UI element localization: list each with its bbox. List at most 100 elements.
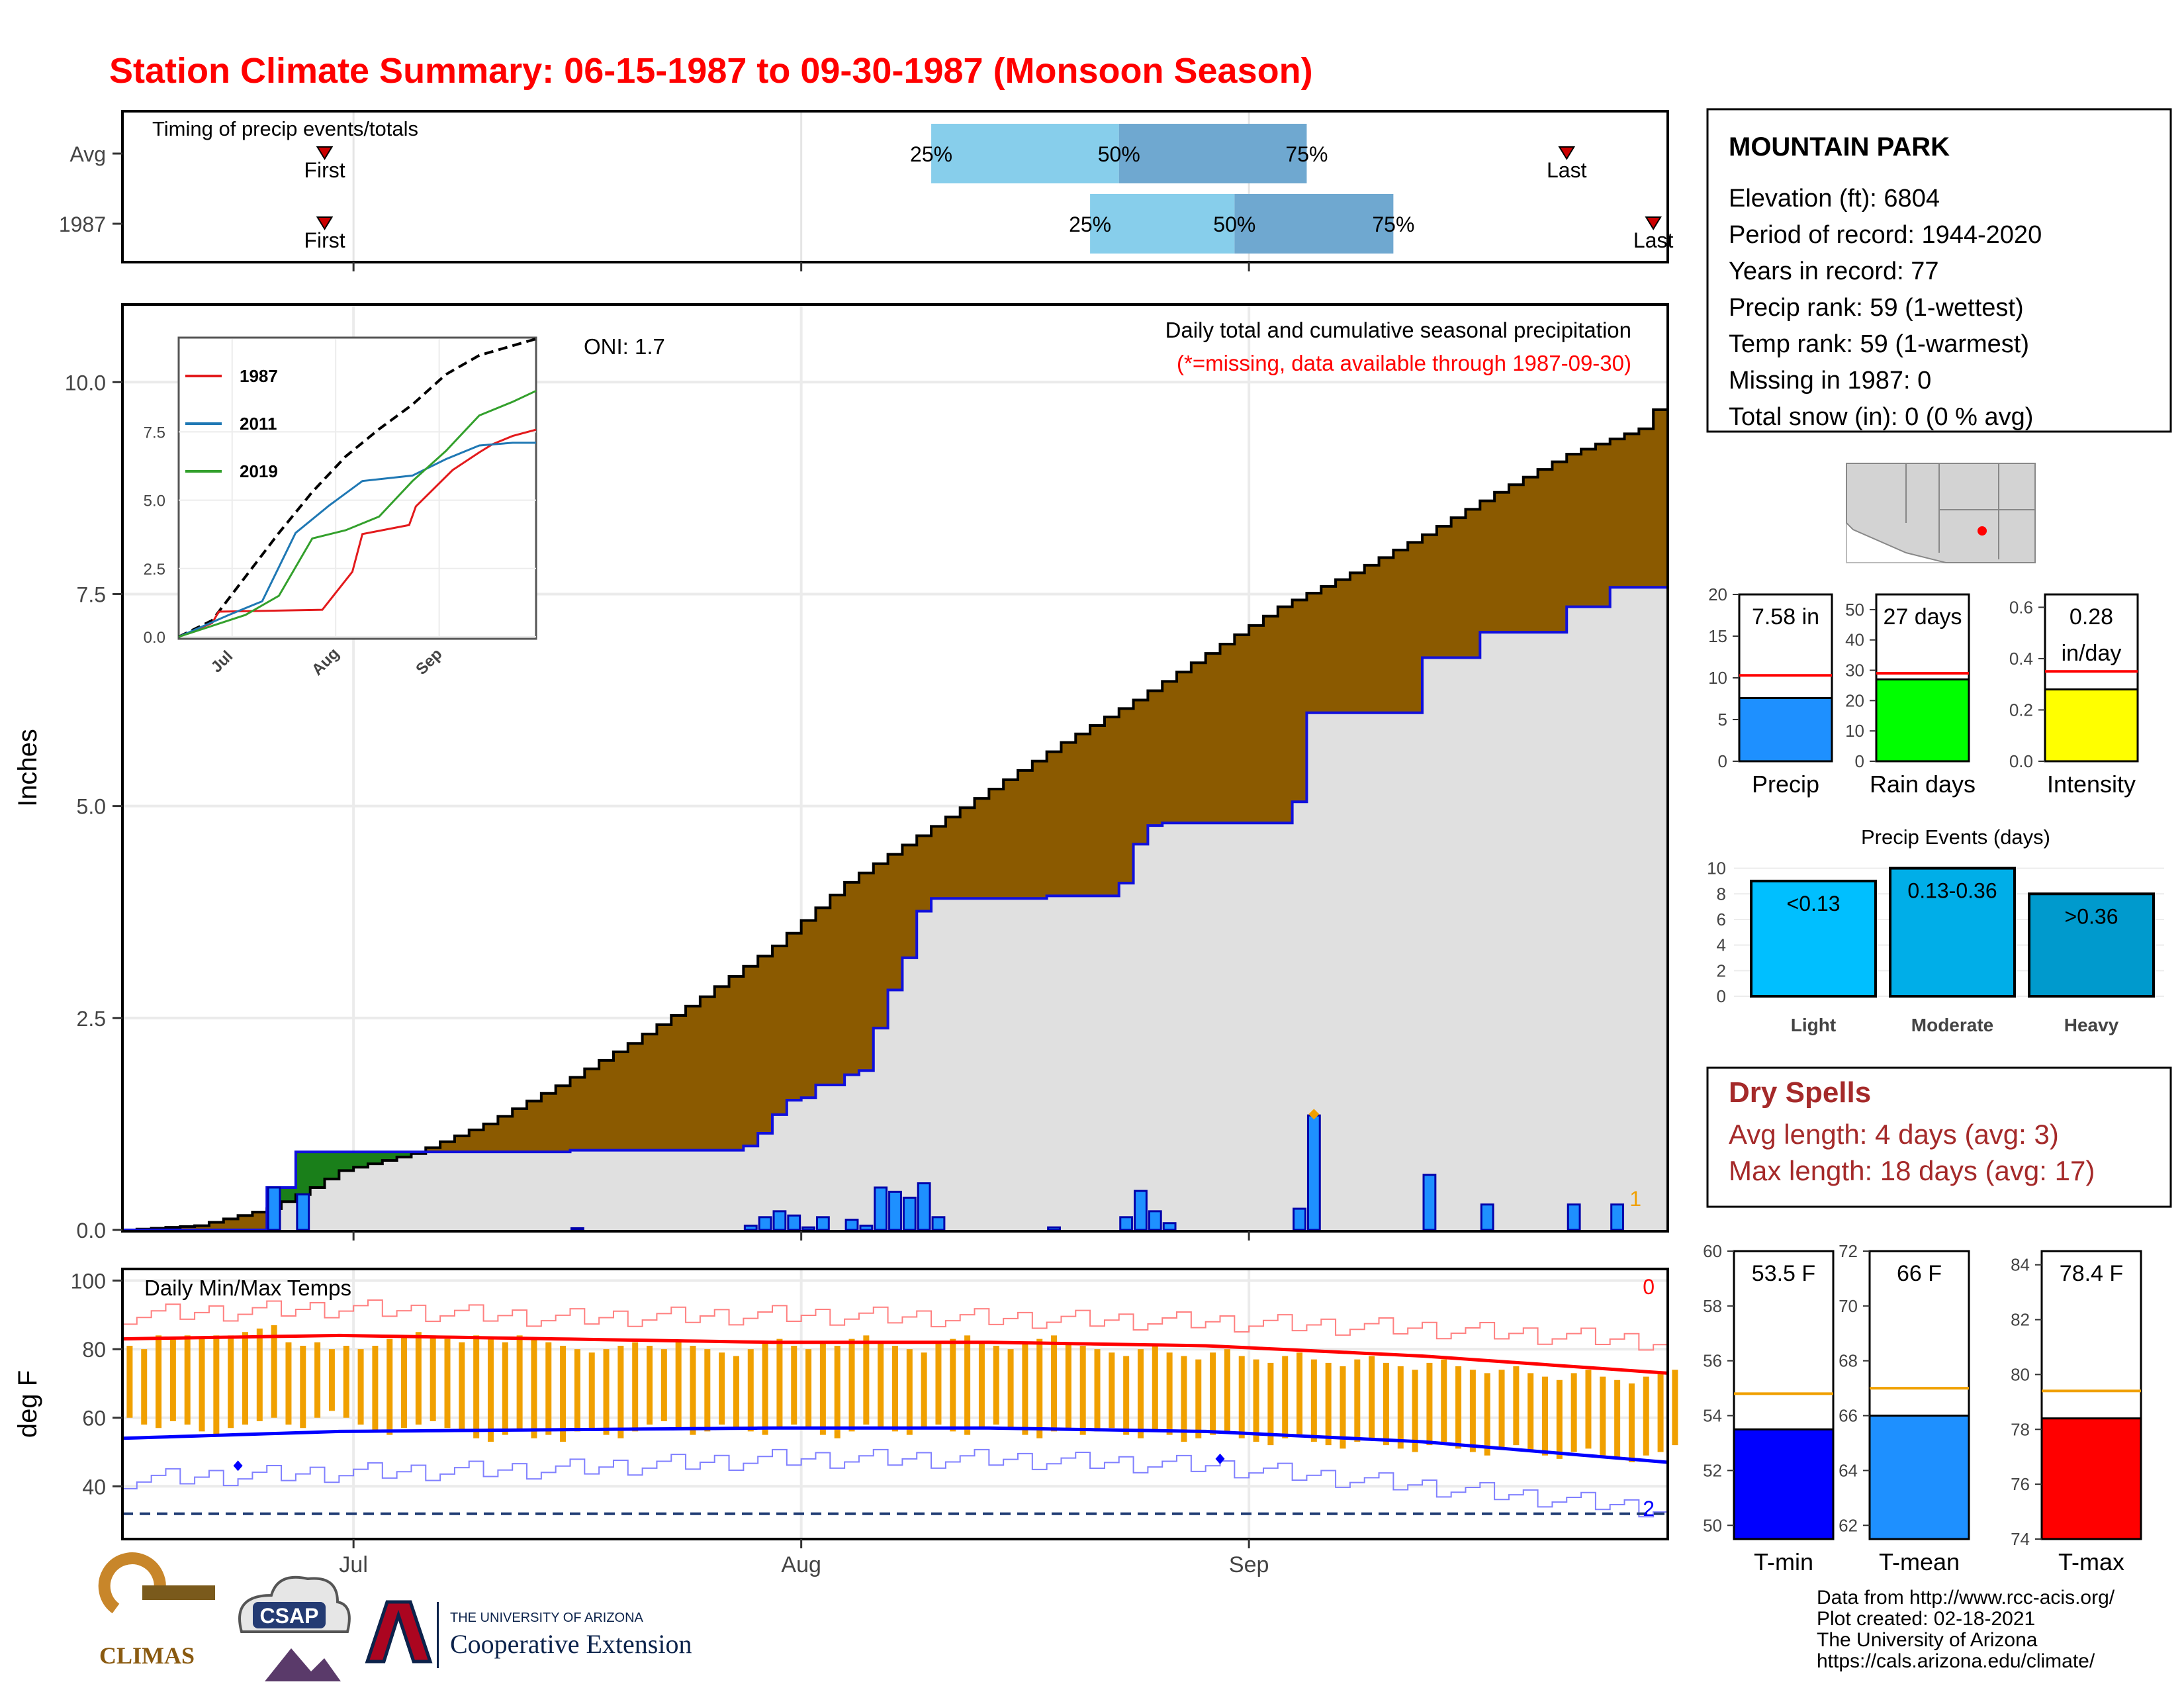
daily-precip-bar bbox=[815, 1216, 830, 1231]
temp-bar-tick-label: 80 bbox=[2011, 1364, 2030, 1384]
events-bar-label: Heavy bbox=[2064, 1015, 2119, 1035]
footer-line: Plot created: 02-18-2021 bbox=[1817, 1608, 2035, 1630]
footer-line: The University of Arizona bbox=[1817, 1629, 2038, 1651]
events-tick-label: 4 bbox=[1717, 935, 1726, 955]
average-min-temp-line bbox=[122, 1426, 1668, 1464]
mini-bar-tick-label: 10 bbox=[1845, 721, 1864, 741]
mini-bar-value bbox=[2044, 688, 2139, 763]
inset-series-line-2019 bbox=[178, 390, 537, 638]
daily-precip-bar bbox=[931, 1216, 946, 1231]
first-event-marker-label: First bbox=[304, 158, 345, 182]
temp-panel-frame bbox=[121, 1268, 1669, 1540]
daily-precip-bar bbox=[1306, 1114, 1321, 1231]
precip-panel-subtitle: (*=missing, data available through 1987-… bbox=[1177, 351, 1631, 375]
ua-logo-big-text: Cooperative Extension bbox=[450, 1629, 692, 1659]
record-high-count: 0 bbox=[1643, 1275, 1655, 1299]
precip-y-tick-label: 7.5 bbox=[77, 583, 106, 606]
daily-precip-bar bbox=[1047, 1226, 1061, 1231]
temp-series bbox=[122, 1299, 1678, 1518]
record-low-line bbox=[122, 1448, 1668, 1518]
inset-y-tick-label: 7.5 bbox=[144, 424, 165, 442]
temp-y-tick-label: 40 bbox=[82, 1475, 106, 1499]
daily-precip-bar bbox=[1148, 1210, 1162, 1231]
events-bar bbox=[2028, 892, 2155, 998]
oni-value: ONI: 1.7 bbox=[584, 334, 665, 359]
precip-y-tick-label: 0.0 bbox=[77, 1219, 106, 1243]
temp-bar-label: T-mean bbox=[1879, 1548, 1960, 1575]
daily-precip-bar bbox=[1119, 1216, 1134, 1231]
ua-logo-divider bbox=[437, 1602, 439, 1668]
events-bar bbox=[1889, 867, 2016, 998]
mini-bar-value-label: 0.28 bbox=[2070, 604, 2113, 630]
p25-label: 25% bbox=[910, 142, 952, 166]
mini-bar-tick-label: 50 bbox=[1845, 600, 1864, 620]
daily-precip-bar bbox=[874, 1186, 888, 1231]
temp-bar-tick-label: 54 bbox=[1703, 1406, 1722, 1426]
timing-x-ticks bbox=[352, 262, 1250, 271]
mini-bar-tick-label: 15 bbox=[1708, 626, 1727, 646]
timing-panel: Timing of precip events/totals 25% 50% 75%… bbox=[59, 110, 1674, 263]
location-map bbox=[1846, 463, 2036, 563]
average-cumulative-line bbox=[122, 391, 1669, 1231]
mini-bar-tick-label: 0 bbox=[1855, 751, 1864, 771]
daily-precip-bar bbox=[1610, 1203, 1625, 1231]
precip-panel-frame bbox=[121, 303, 1669, 1233]
temp-y-tick-label: 80 bbox=[82, 1338, 106, 1362]
year-cumulative-line bbox=[122, 586, 1668, 1231]
daily-precip-bar bbox=[1162, 1222, 1177, 1231]
daily-precip-bar bbox=[859, 1225, 874, 1231]
temp-bar-tick-label: 76 bbox=[2011, 1474, 2030, 1494]
inset-legend-label: 2019 bbox=[240, 461, 278, 481]
events-bar-value: <0.13 bbox=[1787, 892, 1841, 915]
station-location-dot bbox=[1978, 526, 1987, 536]
record-low-marker bbox=[233, 1460, 243, 1472]
precip-y-tick-label: 10.0 bbox=[65, 371, 106, 395]
temp-bar-tick-label: 64 bbox=[1839, 1460, 1858, 1480]
temp-y-axis-label: deg F bbox=[13, 1370, 42, 1438]
dry-spells-frame bbox=[1706, 1066, 2172, 1208]
daily-precip-bar bbox=[743, 1225, 758, 1231]
inset-series-line-2011 bbox=[178, 442, 536, 638]
daily-precip-bar bbox=[917, 1182, 931, 1231]
temp-bar-value bbox=[1733, 1428, 1835, 1540]
record-low-count: 2 bbox=[1643, 1497, 1655, 1521]
temp-bar-tick-label: 58 bbox=[1703, 1296, 1722, 1316]
temp-bar-tick-label: 56 bbox=[1703, 1351, 1722, 1371]
first-event-marker bbox=[316, 216, 334, 230]
station-detail-line: Temp rank: 59 (1-warmest) bbox=[1729, 330, 2029, 358]
events-title: Precip Events (days) bbox=[1861, 825, 2050, 849]
daily-precip-bar bbox=[902, 1196, 917, 1231]
daily-precip-bar bbox=[888, 1190, 902, 1231]
year-cumulative-area bbox=[122, 587, 1668, 1230]
max-precip-marker bbox=[1308, 1109, 1320, 1120]
events-bar-value: >0.36 bbox=[2065, 904, 2118, 928]
temp-bar-value-label: 66 F bbox=[1897, 1261, 1942, 1286]
temp-bar-tick-label: 74 bbox=[2011, 1529, 2030, 1549]
quartile-25-50-bar bbox=[1090, 194, 1235, 254]
precip-y-axis-label: Inches bbox=[13, 729, 42, 807]
mini-bar-tick-label: 0.4 bbox=[2009, 649, 2033, 669]
climas-logo-mark bbox=[98, 1552, 166, 1614]
inset-frame bbox=[177, 336, 537, 640]
temp-bar-label: T-max bbox=[2058, 1548, 2124, 1575]
timing-panel-frame bbox=[121, 110, 1669, 263]
quartile-25-50-bar bbox=[931, 124, 1119, 183]
timing-rows: 25% 50% 75% First Last 25% 50% 75% First Last bbox=[304, 124, 1674, 254]
mini-bar-label: Precip bbox=[1752, 771, 1819, 798]
dry-spells-box: Dry Spells Avg length: 4 days (avg: 3) M… bbox=[1706, 1066, 2172, 1208]
x-axis-month-label: Aug bbox=[781, 1552, 821, 1577]
mini-bar-value-label: 7.58 in bbox=[1752, 604, 1819, 630]
mini-bar-tick-label: 20 bbox=[1845, 690, 1864, 710]
inset-legend-label: 1987 bbox=[240, 366, 278, 386]
csap-logo-text: CSAP bbox=[260, 1604, 319, 1628]
x-axis-month-label: Sep bbox=[1229, 1552, 1269, 1577]
mini-bar-tick-label: 0.6 bbox=[2009, 597, 2033, 617]
p50-label: 50% bbox=[1213, 212, 1255, 236]
inset-y-tick-label: 2.5 bbox=[144, 561, 165, 579]
mini-bar-value bbox=[1875, 678, 1970, 763]
temp-x-ticks: Jul Aug Sep bbox=[339, 1539, 1269, 1577]
events-tick-label: 6 bbox=[1717, 910, 1726, 929]
temp-bar-tick-label: 60 bbox=[1703, 1241, 1722, 1261]
last-event-marker bbox=[1645, 216, 1662, 230]
